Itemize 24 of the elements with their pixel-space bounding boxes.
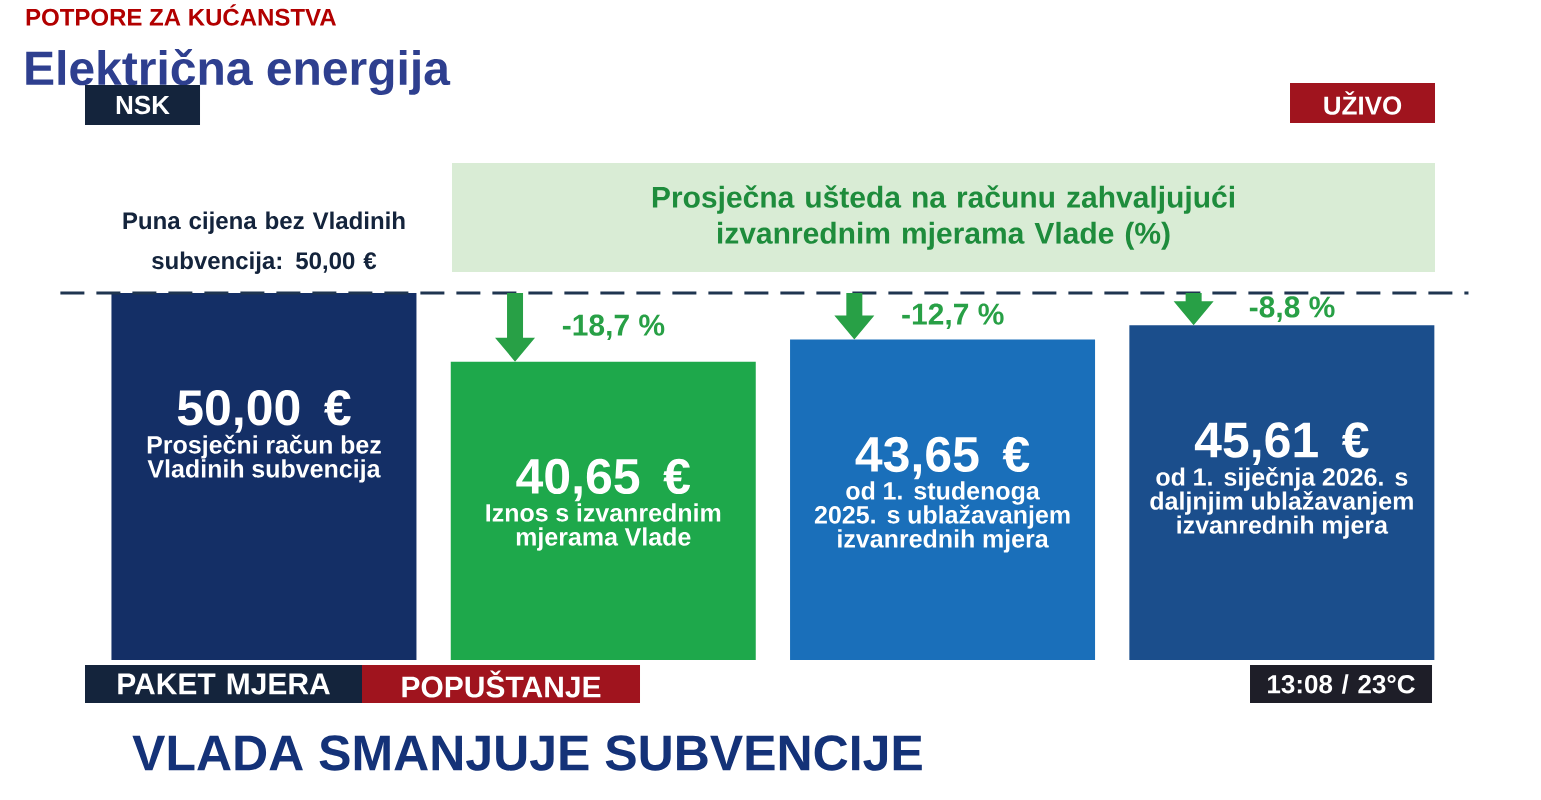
x-tick-label: od 1. siječnja 2026. s daljnjim ublažavanjem izvanrednih mjera <box>1150 466 1413 539</box>
annotation: -12,7 % <box>902 303 1004 330</box>
text: NSK <box>116 95 170 115</box>
text: VLADA SMANJUJE SUBVENCIJE <box>132 735 922 771</box>
bar <box>111 293 417 660</box>
text: POPUŠTANJE <box>402 670 601 698</box>
text: PAKET MJERA <box>118 673 330 695</box>
data-label: 45,61 € <box>1194 422 1369 465</box>
bar <box>1129 325 1435 660</box>
x-tick-label: Prosječni račun bez Vladinih subvencija <box>147 434 381 483</box>
x-tick-label: od 1. studenoga 2025. s ublažavanjem izvanrednih mjera <box>814 481 1070 553</box>
text: 13:08 / 23°C <box>1268 674 1415 694</box>
data-label: 43,65 € <box>855 436 1030 480</box>
x-tick-label: Iznos s izvanrednim mjerama Vlade <box>486 503 721 551</box>
annotation: -18,7 % <box>562 314 665 341</box>
text: UŽIVO <box>1324 91 1402 115</box>
ref-line-label: Puna cijena bez Vladinih subvencija: 50,00 € <box>123 211 405 274</box>
chart-title: Električna energija <box>26 49 451 95</box>
data-label: 50,00 € <box>177 390 351 433</box>
annotation: -8,8 % <box>1249 296 1335 322</box>
chart-subtitle: POTPORE ZA KUĆANSTVA <box>26 4 336 26</box>
text: Prosječna ušteda na računu zahvaljujući izvanrednim mjerama Vlade (%) <box>652 185 1234 250</box>
data-label: 40,65 € <box>516 458 691 502</box>
bar <box>790 339 1096 660</box>
